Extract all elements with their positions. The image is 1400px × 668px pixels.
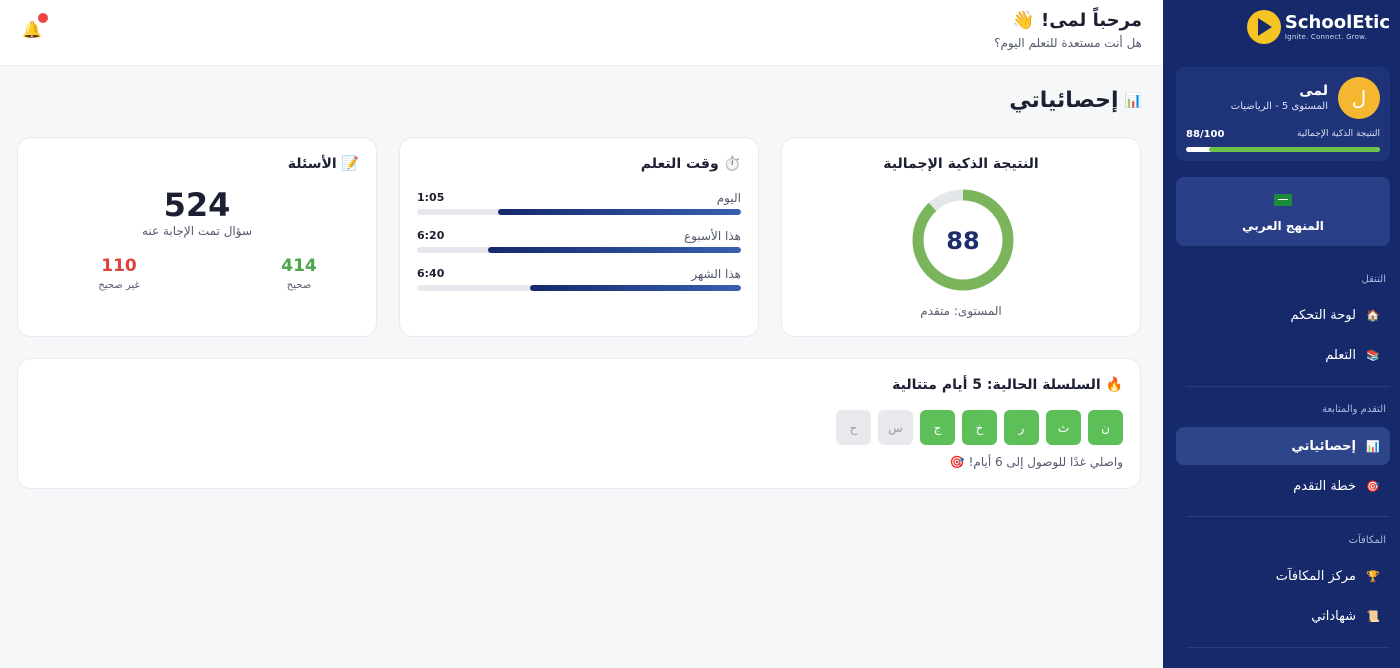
time-row: اليوم 1:05 [417,191,741,225]
time-value: 1:05 [417,191,445,204]
time-label: هذا الشهر [691,267,741,281]
profile-score-bar [1186,147,1380,152]
profile-score-value: 88/100 [1186,129,1225,140]
sidebar-item-label: التعلم [1325,347,1356,363]
time-progress-fill [488,247,741,253]
streak-day: ن [1088,410,1123,445]
questions-total: 524 [163,186,231,224]
wrong-stat: 110 غير صحيح [79,256,159,291]
curriculum-card[interactable]: المنهج العربي [1176,177,1390,246]
correct-stat: 414 صحيح [259,256,339,291]
certificate-icon: 📜 [1366,609,1380,623]
nav-section-rewards: المكافآت [1348,535,1386,546]
avatar: ل [1338,77,1380,119]
sidebar-item-stats[interactable]: 📊 إحصائياتي [1176,427,1390,465]
home-icon: 🏠 [1366,308,1380,322]
nav-divider [1186,516,1390,517]
questions-total-label: سؤال تمت الإجابة عنه [141,224,253,238]
bell-icon[interactable]: 🔔 [22,20,42,39]
time-progress-bar [417,247,741,253]
brand-tagline: Ignite. Connect. Grow. [1284,33,1367,41]
time-row: هذا الشهر 6:40 [417,267,741,301]
page-title: 📊 إحصائياتي [1009,88,1142,113]
score-level: المستوى: متقدم [920,304,1002,318]
welcome-title: مرحباً لمى! 👋 [1012,10,1142,31]
streak-day: ر [1004,410,1039,445]
wrong-count: 110 [101,256,137,276]
time-value: 6:20 [417,229,445,242]
time-progress-fill [530,285,741,291]
top-header: مرحباً لمى! 👋 هل أنت مستعدة للتعلم اليوم… [0,0,1163,66]
score-ring-arc [912,189,1014,291]
sidebar-item-label: لوحة التحكم [1290,307,1356,323]
sidebar-item-learning[interactable]: 📚 التعلم [1176,336,1390,374]
sidebar-item-rewards[interactable]: 🏆 مركز المكافآت [1176,557,1390,595]
user-level: المستوى 5 - الرياضيات [1230,101,1328,112]
brand-logo[interactable]: SchoolEtic Ignite. Connect. Grow. [1246,10,1390,44]
score-card-title: النتيجة الذكية الإجمالية [883,156,1039,172]
sidebar-item-dashboard[interactable]: 🏠 لوحة التحكم [1176,296,1390,334]
streak-day: خ [962,410,997,445]
notification-dot [38,13,48,23]
streak-day: ث [1046,410,1081,445]
welcome-subtitle: هل أنت مستعدة للتعلم اليوم؟ [994,36,1142,50]
streak-day: ح [836,410,871,445]
sidebar-item-label: خطة التقدم [1293,478,1356,494]
page-title-text: إحصائياتي [1009,88,1119,113]
nav-divider [1186,386,1390,387]
saudi-flag-icon [1274,194,1292,206]
learning-time-card: ⏱️ وقت التعلم اليوم 1:05 هذا الأسبوع 6:20 هذ… [399,137,759,337]
books-icon: 📚 [1366,348,1380,362]
sidebar-item-label: مركز المكافآت [1275,568,1356,584]
user-name: لمى [1299,83,1328,99]
sidebar: SchoolEtic Ignite. Connect. Grow. ل لمى … [1163,0,1400,668]
wrong-label: غير صحيح [98,280,140,291]
time-progress-bar [417,209,741,215]
bar-chart-icon: 📊 [1124,92,1142,109]
sidebar-item-certificates[interactable]: 📜 شهاداتي [1176,597,1390,635]
curriculum-label: المنهج العربي [1242,219,1324,233]
score-ring: 88 [912,189,1014,291]
profile-score-fill [1209,147,1380,152]
play-logo-icon [1246,10,1281,44]
sidebar-item-label: إحصائياتي [1291,438,1356,454]
profile-score-label: النتيجة الذكية الإجمالية [1297,129,1380,139]
profile-card[interactable]: ل لمى المستوى 5 - الرياضيات النتيجة الذك… [1176,67,1390,161]
score-card: النتيجة الذكية الإجمالية 88 المستوى: متق… [781,137,1141,337]
brand-name: SchoolEtic [1284,12,1390,33]
sidebar-item-plan[interactable]: 🎯 خطة التقدم [1176,467,1390,505]
time-progress-bar [417,285,741,291]
time-progress-fill [498,209,741,215]
trophy-icon: 🏆 [1366,569,1380,583]
sidebar-item-label: شهاداتي [1311,608,1356,624]
nav-section-navigation: التنقل [1361,274,1387,285]
time-value: 6:40 [417,267,445,280]
learning-time-title: ⏱️ وقت التعلم [640,156,741,172]
questions-title: 📝 الأسئلة [287,156,359,172]
questions-card: 📝 الأسئلة 524 سؤال تمت الإجابة عنه 414 ص… [17,137,377,337]
streak-day: س [878,410,913,445]
streak-title: 🔥 السلسلة الحالية: 5 أيام متتالية [892,377,1123,393]
time-label: هذا الأسبوع [684,229,741,243]
target-icon: 🎯 [1366,479,1380,493]
nav-section-progress: التقدم والمتابعة [1322,404,1386,415]
nav-divider [1186,647,1390,648]
time-label: اليوم [716,191,741,205]
time-row: هذا الأسبوع 6:20 [417,229,741,263]
streak-day: ج [920,410,955,445]
correct-count: 414 [281,256,317,276]
score-ring-value: 88 [946,227,979,255]
bar-chart-icon: 📊 [1366,439,1380,453]
correct-label: صحيح [286,280,312,291]
streak-message: واصلي غدًا للوصول إلى 6 أيام! 🎯 [949,455,1123,469]
